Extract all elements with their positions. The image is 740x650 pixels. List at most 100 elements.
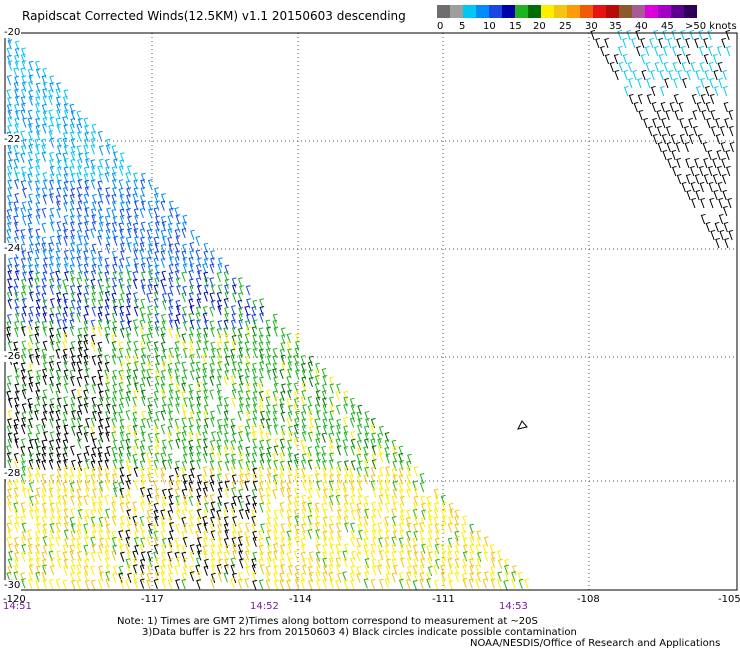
wind-barb [407,453,412,464]
wind-barb [628,93,634,105]
wind-barb [71,459,76,470]
wind-barb [70,572,75,583]
wind-barb [716,45,722,57]
wind-barb [680,29,686,41]
wind-barb [48,249,54,260]
wind-barb [419,522,424,533]
wind-barb [441,502,447,513]
wind-barb [307,495,313,507]
wind-barb [76,488,82,499]
wind-barb [62,186,68,198]
wind-barb [398,522,404,533]
wind-barb [118,530,123,541]
wind-barb [203,389,209,400]
wind-barb [111,431,117,442]
wind-barb [83,326,89,337]
wind-barb [133,257,139,269]
wind-barb [49,82,55,93]
wind-barb [223,446,229,457]
wind-barb [64,271,69,282]
wind-barb [28,166,34,178]
colorbar-segment [515,5,528,18]
wind-barb [35,557,41,568]
wind-barb [182,410,188,421]
wind-barb [237,292,243,303]
wind-barb [231,487,236,498]
wind-barb [281,431,286,442]
wind-barb [119,375,125,386]
wind-barb [141,369,146,380]
wind-barb [204,277,209,288]
wind-barb [181,271,187,282]
wind-barb [272,557,278,569]
wind-barb [717,181,723,193]
wind-barb [14,270,20,281]
wind-barb [62,501,68,512]
wind-barb [209,452,214,463]
wind-barb [267,551,272,562]
wind-barb [21,171,27,183]
wind-barb [21,578,26,589]
wind-barb [104,361,110,373]
wind-barb [167,509,173,521]
wind-barb [322,467,328,478]
wind-barb [77,389,82,400]
wind-barb [674,109,680,121]
wind-barb [7,116,13,127]
wind-barb [419,529,425,540]
wind-barb [13,452,19,464]
wind-barb [259,431,265,442]
wind-barb [7,397,13,408]
wind-barb [35,228,41,239]
wind-barb [42,67,48,79]
wind-barb [613,53,619,65]
wind-barb [385,572,391,584]
wind-barb [97,438,103,450]
wind-barb [287,452,293,463]
wind-barb [182,473,187,485]
wind-barb [504,572,510,583]
wind-barb [133,369,138,380]
wind-barb [97,508,103,519]
wind-barb [707,165,713,177]
wind-barb [258,446,264,457]
wind-barb [21,480,26,492]
wind-barb [125,480,131,491]
wind-barb [371,445,377,456]
wind-barb [217,543,223,555]
wind-barb [202,487,208,498]
wind-barb [7,529,13,540]
wind-barb [91,396,97,407]
wind-barb [174,207,180,218]
wind-barb [76,361,82,372]
wind-barb [42,249,48,260]
wind-barb [98,529,104,541]
wind-barb [20,207,26,218]
wind-barb [77,516,82,527]
wind-barb [20,369,26,380]
wind-barb [721,173,727,185]
wind-barb [111,375,117,386]
wind-barb [454,515,460,526]
wind-barb [188,417,194,428]
wind-barb [125,200,131,212]
wind-barb [168,542,174,554]
wind-barb [280,550,285,561]
wind-barb [97,326,103,337]
wind-barb [112,452,118,463]
wind-barb [36,523,41,534]
wind-barb [511,578,516,589]
wind-barb [524,578,530,589]
wind-barb [265,410,271,421]
wind-barb [20,109,26,120]
wind-barb [195,557,201,568]
wind-barb [195,530,201,541]
wind-barb [342,487,348,498]
wind-barb [76,417,82,428]
wind-barb [623,69,629,81]
wind-barb [70,495,75,506]
wind-barb [112,439,118,450]
wind-barb [50,221,55,232]
wind-barb [244,341,250,352]
wind-barb [70,523,76,534]
